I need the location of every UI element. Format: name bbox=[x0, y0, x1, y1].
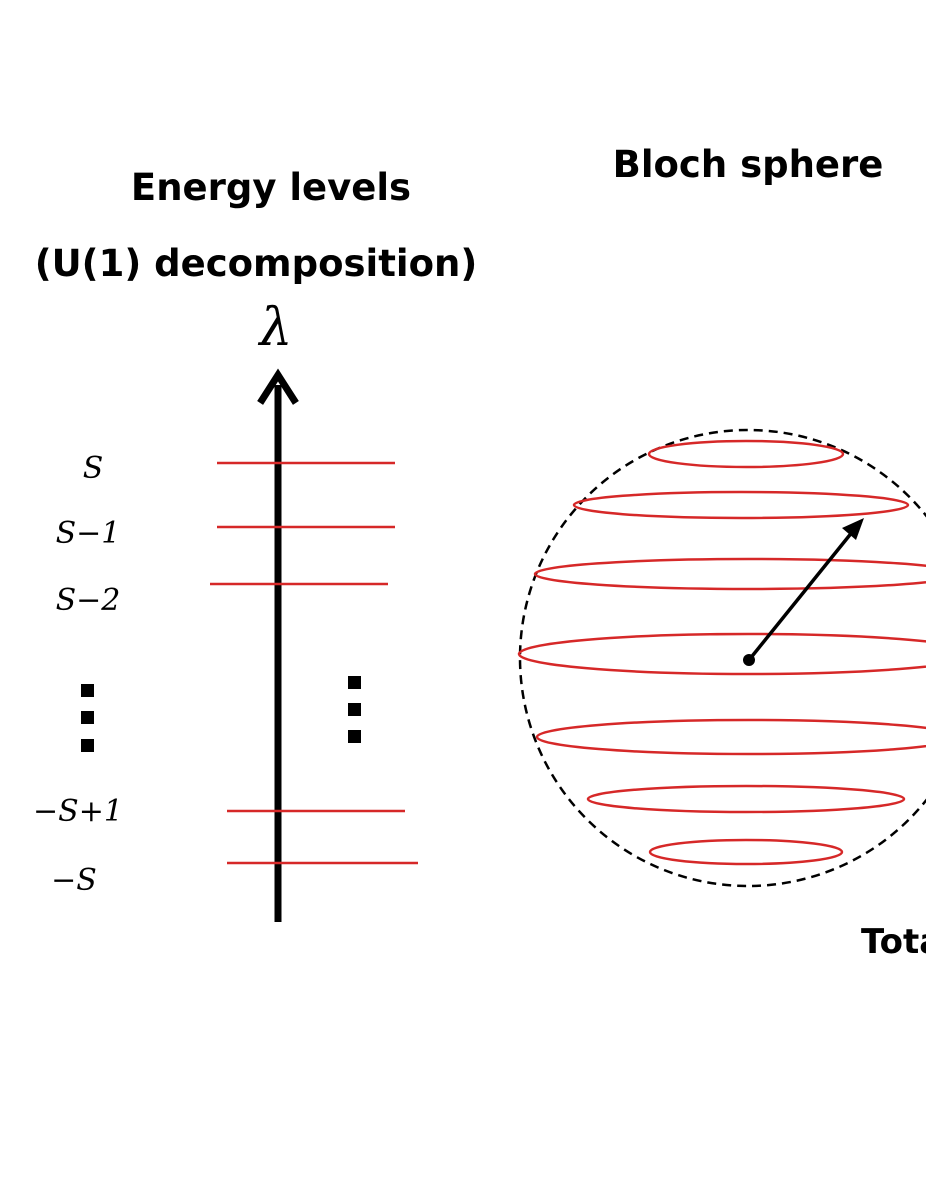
latitude-ring-2 bbox=[572, 490, 910, 520]
level-label-s-minus-2: S−2 bbox=[56, 583, 121, 618]
left-vertical-ellipsis-icon bbox=[81, 684, 94, 752]
latitude-ring-6 bbox=[586, 784, 906, 814]
bloch-caption-partial: Tota bbox=[861, 922, 926, 962]
level-label-s: S bbox=[83, 451, 104, 486]
latitude-ring-1 bbox=[647, 439, 845, 469]
axis-arrowhead-icon bbox=[257, 368, 299, 405]
axis-symbol-lambda: λ bbox=[258, 298, 293, 358]
right-vertical-ellipsis-icon bbox=[348, 676, 361, 743]
bloch-sphere-panel: Bloch sphere Tota bbox=[517, 143, 926, 962]
latitude-ring-7 bbox=[648, 838, 844, 866]
level-label-minus-s: −S bbox=[51, 863, 97, 898]
spin-vector-arrow bbox=[743, 518, 864, 666]
latitude-ring-3 bbox=[533, 557, 926, 591]
vector-arrowhead-icon bbox=[842, 518, 864, 540]
latitude-ring-5 bbox=[535, 718, 926, 756]
energy-title-line1: Energy levels bbox=[131, 166, 411, 209]
bloch-title: Bloch sphere bbox=[613, 143, 884, 186]
latitude-ring-4 bbox=[517, 632, 926, 676]
sphere-outline bbox=[518, 428, 926, 888]
level-label-minus-s-plus-1: −S+1 bbox=[33, 794, 123, 829]
lambda-axis: λ bbox=[257, 298, 299, 922]
level-label-s-minus-1: S−1 bbox=[56, 516, 121, 551]
energy-title-line2: (U(1) decomposition) bbox=[35, 242, 478, 285]
energy-levels-panel: Energy levels (U(1) decomposition) λ S S… bbox=[33, 166, 477, 922]
